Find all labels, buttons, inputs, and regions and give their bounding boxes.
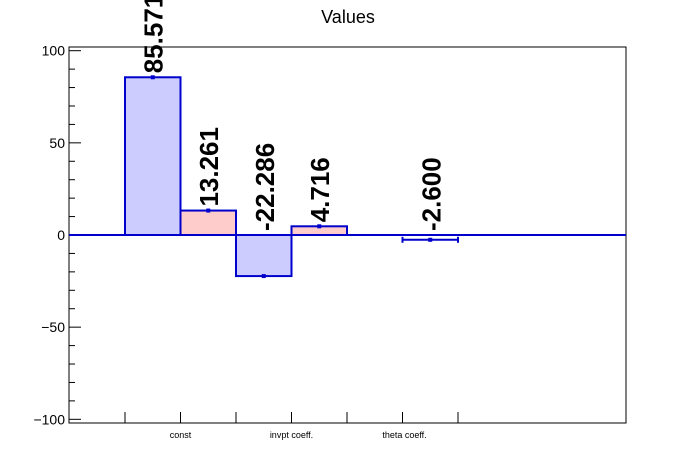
bar-marker-point [428, 237, 433, 242]
bar-data-label: -2.600 [416, 157, 446, 231]
bar-data-label: -22.286 [250, 143, 280, 231]
bar-value-marker [150, 75, 155, 80]
y-tick-label: 0 [57, 227, 65, 243]
bar-value-marker [261, 274, 266, 279]
y-tick-label: 50 [49, 135, 65, 151]
chart-title: Values [321, 7, 375, 27]
bar-data-label: 13.261 [194, 127, 224, 207]
x-category-label: const [170, 430, 192, 440]
y-tick-label: −50 [41, 319, 65, 335]
bar [235, 234, 293, 278]
bar-value-marker [206, 208, 211, 213]
bars [124, 75, 459, 279]
y-axis: −100 −50 0 50 100 [33, 43, 81, 427]
bar [179, 209, 237, 236]
x-category-label: invpt coeff. [270, 430, 313, 440]
data-labels: 85.571 -22.286 13.261 4.716 -2.600 [139, 0, 447, 231]
x-category-label: theta coeff. [382, 430, 426, 440]
bar-data-label: 85.571 [139, 0, 169, 73]
y-tick-label: 100 [42, 43, 66, 59]
y-tick-label: −100 [33, 411, 65, 427]
x-axis: const invpt coeff. theta coeff. [124, 412, 459, 440]
bar-value-marker [317, 224, 322, 229]
bar-data-label: 4.716 [305, 157, 335, 222]
bar [124, 76, 182, 236]
